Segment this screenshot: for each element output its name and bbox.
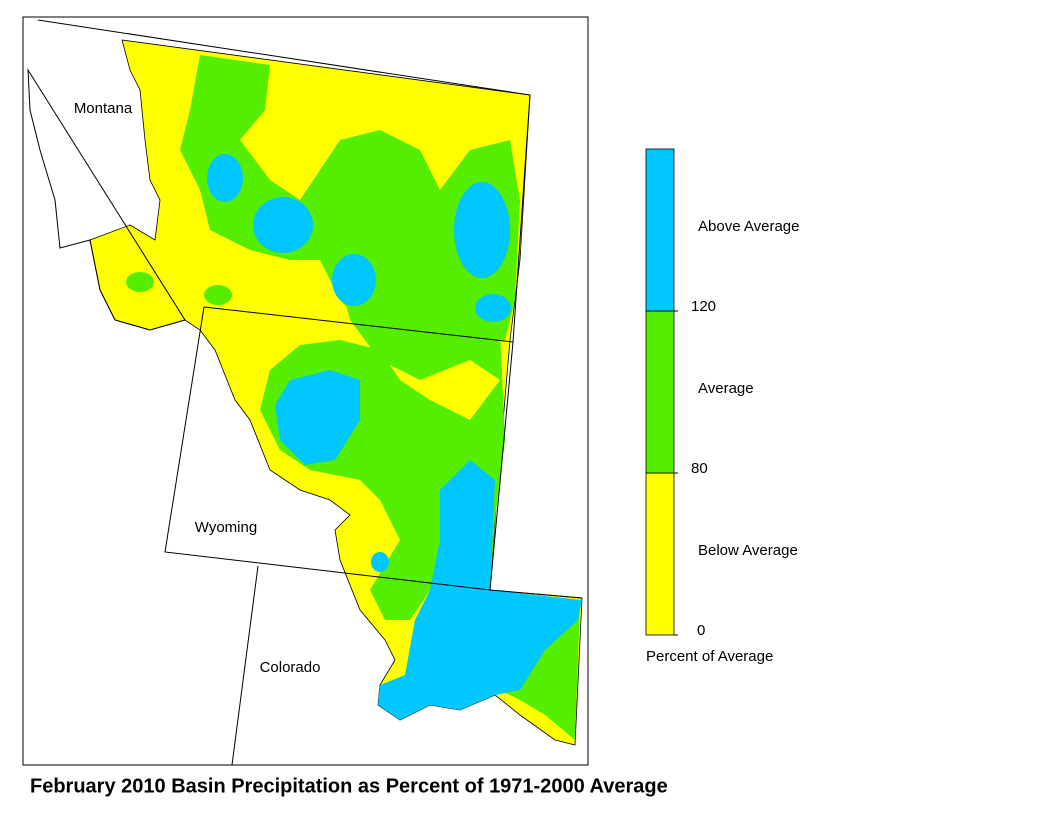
legend-break-label: 120	[691, 298, 716, 315]
state-label: Montana	[74, 100, 133, 117]
legend-class-label: Below Average	[698, 542, 798, 559]
legend-class-label: Above Average	[698, 218, 799, 235]
state-label: Colorado	[260, 659, 321, 676]
legend-swatch	[645, 310, 675, 474]
legend-break-label: 0	[697, 622, 705, 639]
legend-title: Percent of Average	[646, 648, 773, 665]
legend: Below Average Average Above Average 0 80 120	[645, 148, 799, 639]
state-outlines	[27, 19, 583, 766]
legend-break-label: 80	[691, 460, 708, 477]
state-label: Wyoming	[195, 519, 257, 536]
legend-swatch	[645, 472, 675, 636]
legend-class-label: Average	[698, 380, 754, 397]
basin-above-average	[207, 154, 582, 720]
legend-swatch	[645, 148, 675, 312]
caption: February 2010 Basin Precipitation as Per…	[30, 775, 668, 797]
